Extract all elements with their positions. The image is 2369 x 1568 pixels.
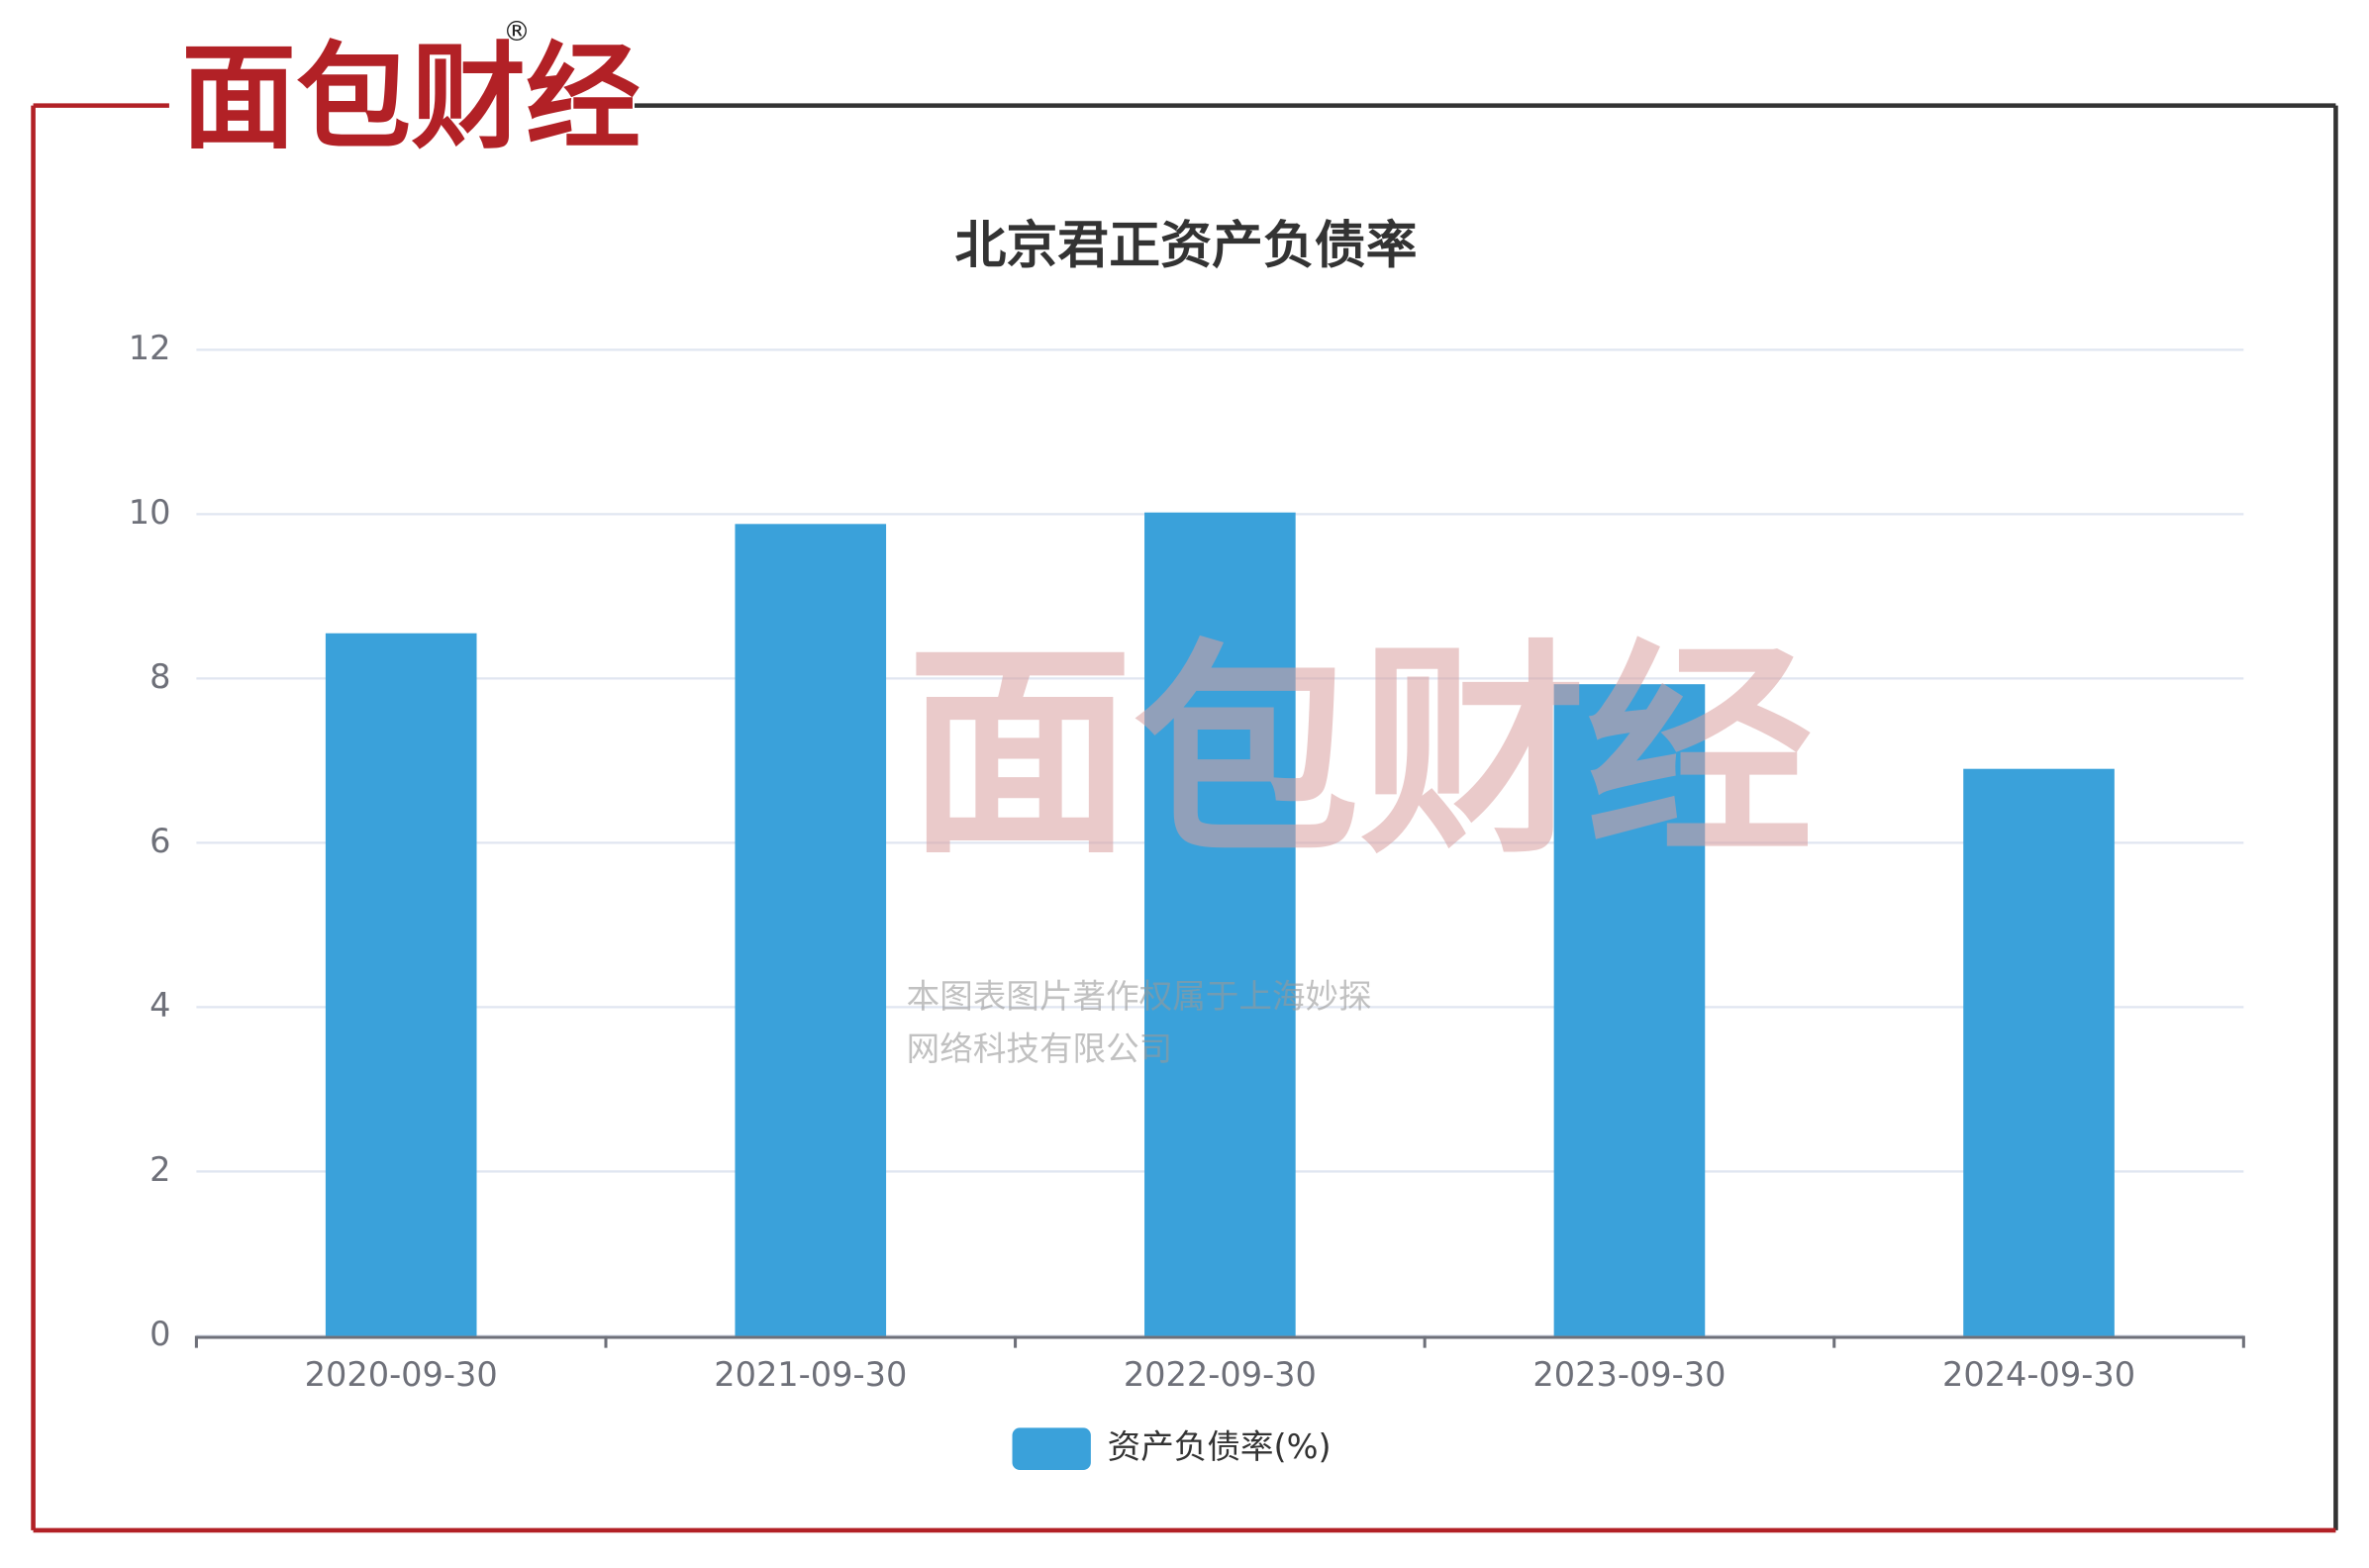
registered-mark: ® <box>503 17 530 48</box>
bar <box>1553 684 1706 1336</box>
legend-swatch <box>1012 1427 1091 1470</box>
y-tick-label: 10 <box>129 493 171 532</box>
y-tick-label: 12 <box>129 329 171 367</box>
watermark-text: 网络科技有限公司 <box>907 1029 1173 1068</box>
y-tick-label: 6 <box>149 822 170 860</box>
y-tick-label: 2 <box>149 1150 170 1189</box>
bar <box>1963 768 2115 1336</box>
y-tick-label: 0 <box>149 1315 170 1353</box>
logo: 面包财经 <box>181 31 641 164</box>
bar <box>1144 512 1296 1336</box>
y-tick-label: 4 <box>149 986 170 1025</box>
chart-title: 北京君正资产负债率 <box>955 216 1418 275</box>
x-tick-label: 2023-09-30 <box>1532 1355 1726 1394</box>
bar <box>735 524 887 1336</box>
y-tick-label: 8 <box>149 657 170 696</box>
watermark-logo: 面包财经 <box>907 621 1814 884</box>
watermark-text: 本图表图片著作权属于上海妙探 <box>907 977 1372 1016</box>
x-tick-label: 2021-09-30 <box>714 1355 907 1394</box>
bar <box>325 633 477 1336</box>
x-tick-label: 2020-09-30 <box>305 1355 498 1394</box>
plot-area: 0 2 4 6 8 10 12 2020-09-30 2021-09-30 2022-09-30 2… <box>129 329 2245 1470</box>
x-tick-label: 2022-09-30 <box>1124 1355 1317 1394</box>
x-tick-label: 2024-09-30 <box>1942 1355 2135 1394</box>
legend-label: 资产负债率(%) <box>1108 1427 1332 1466</box>
